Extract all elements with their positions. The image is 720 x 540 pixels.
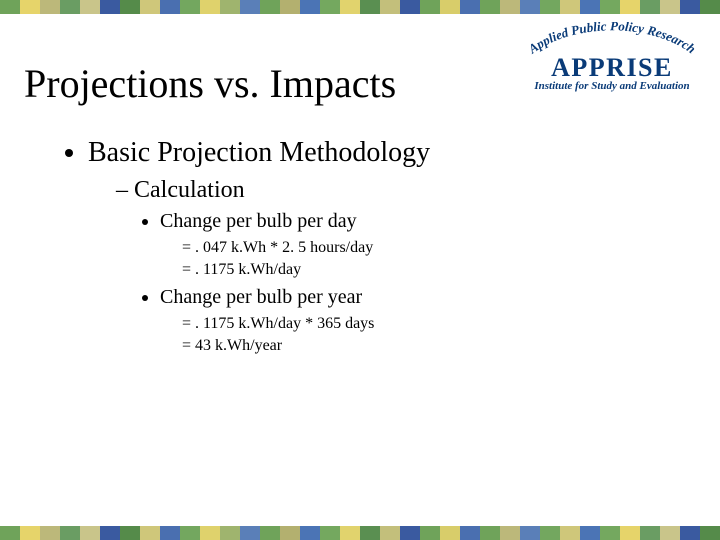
bullet-l3a-item: Change per bulb per day = . 047 k.Wh * 2… xyxy=(160,210,696,280)
slide-title: Projections vs. Impacts xyxy=(24,60,696,107)
bullet-l3a-text: Change per bulb per day xyxy=(160,210,357,232)
slide-content: Projections vs. Impacts Basic Projection… xyxy=(24,40,696,362)
bullet-l2-text: Calculation xyxy=(134,177,245,203)
formula-a-line2: = . 1175 k.Wh/day xyxy=(182,259,696,281)
formula-block-a: = . 047 k.Wh * 2. 5 hours/day = . 1175 k… xyxy=(182,237,696,280)
bullet-l3b-text: Change per bulb per year xyxy=(160,286,362,308)
bullet-l3b-item: Change per bulb per year = . 1175 k.Wh/d… xyxy=(160,286,696,356)
bullet-list-l2: Calculation Change per bulb per day = . … xyxy=(88,177,696,356)
formula-a-line1: = . 047 k.Wh * 2. 5 hours/day xyxy=(182,237,696,259)
bullet-l1-text: Basic Projection Methodology xyxy=(88,137,430,168)
formula-block-b: = . 1175 k.Wh/day * 365 days = 43 k.Wh/y… xyxy=(182,313,696,356)
formula-b-line2: = 43 k.Wh/year xyxy=(182,335,696,357)
formula-b-line1: = . 1175 k.Wh/day * 365 days xyxy=(182,313,696,335)
bullet-list-l1: Basic Projection Methodology Calculation… xyxy=(24,137,696,356)
decorative-border-top xyxy=(0,0,720,14)
bullet-l1-item: Basic Projection Methodology Calculation… xyxy=(88,137,696,356)
decorative-border-bottom xyxy=(0,526,720,540)
bullet-list-l3: Change per bulb per day = . 047 k.Wh * 2… xyxy=(116,210,696,356)
bullet-l2-item: Calculation Change per bulb per day = . … xyxy=(116,177,696,356)
